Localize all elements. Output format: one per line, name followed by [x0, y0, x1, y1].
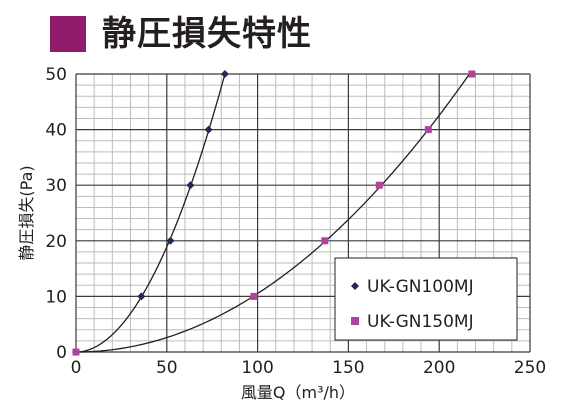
- data-point-diamond: [137, 292, 146, 301]
- x-tick-label: 50: [156, 358, 178, 378]
- series-curves: [75, 73, 473, 353]
- y-tick-label: 30: [45, 176, 67, 196]
- y-axis-label: 静圧損失(Pa): [17, 165, 36, 260]
- data-point-square: [250, 292, 258, 300]
- legend-marker-diamond: [351, 282, 359, 290]
- title-bar: 静圧損失特性: [50, 14, 312, 54]
- y-tick-label: 0: [56, 343, 67, 363]
- legend-box: [334, 257, 518, 341]
- y-tick-label: 10: [45, 287, 67, 307]
- legend-label: UK-GN150MJ: [367, 312, 474, 332]
- series-line-2: [75, 73, 473, 353]
- data-point-diamond: [204, 125, 213, 134]
- y-tick-label: 40: [45, 121, 67, 141]
- page-title: 静圧損失特性: [102, 14, 312, 54]
- legend: UK-GN100MJ UK-GN150MJ: [334, 257, 518, 341]
- data-point-square: [468, 70, 476, 78]
- data-point-diamond: [186, 181, 195, 190]
- legend-label: UK-GN100MJ: [367, 277, 474, 297]
- x-axis-label: 風量Q（m³/h）: [241, 383, 355, 402]
- tick-labels: 0 50 100 150 200 250 0 10 20 30 40 50: [45, 65, 546, 378]
- data-point-diamond: [220, 70, 229, 78]
- data-point-square: [424, 126, 432, 134]
- x-tick-label: 100: [241, 358, 273, 378]
- data-point-square: [375, 181, 383, 189]
- x-tick-label: 0: [71, 358, 82, 378]
- title-square-icon: [50, 16, 86, 52]
- data-point-square: [72, 348, 80, 356]
- series-line-1: [75, 73, 226, 353]
- x-tick-label: 250: [514, 358, 546, 378]
- legend-marker-square: [351, 317, 359, 325]
- series-markers: [72, 70, 476, 356]
- y-tick-label: 20: [45, 232, 67, 252]
- data-point-square: [321, 237, 329, 245]
- x-tick-label: 200: [423, 358, 455, 378]
- x-tick-label: 150: [332, 358, 364, 378]
- data-point-diamond: [166, 236, 175, 245]
- y-tick-label: 50: [45, 65, 67, 85]
